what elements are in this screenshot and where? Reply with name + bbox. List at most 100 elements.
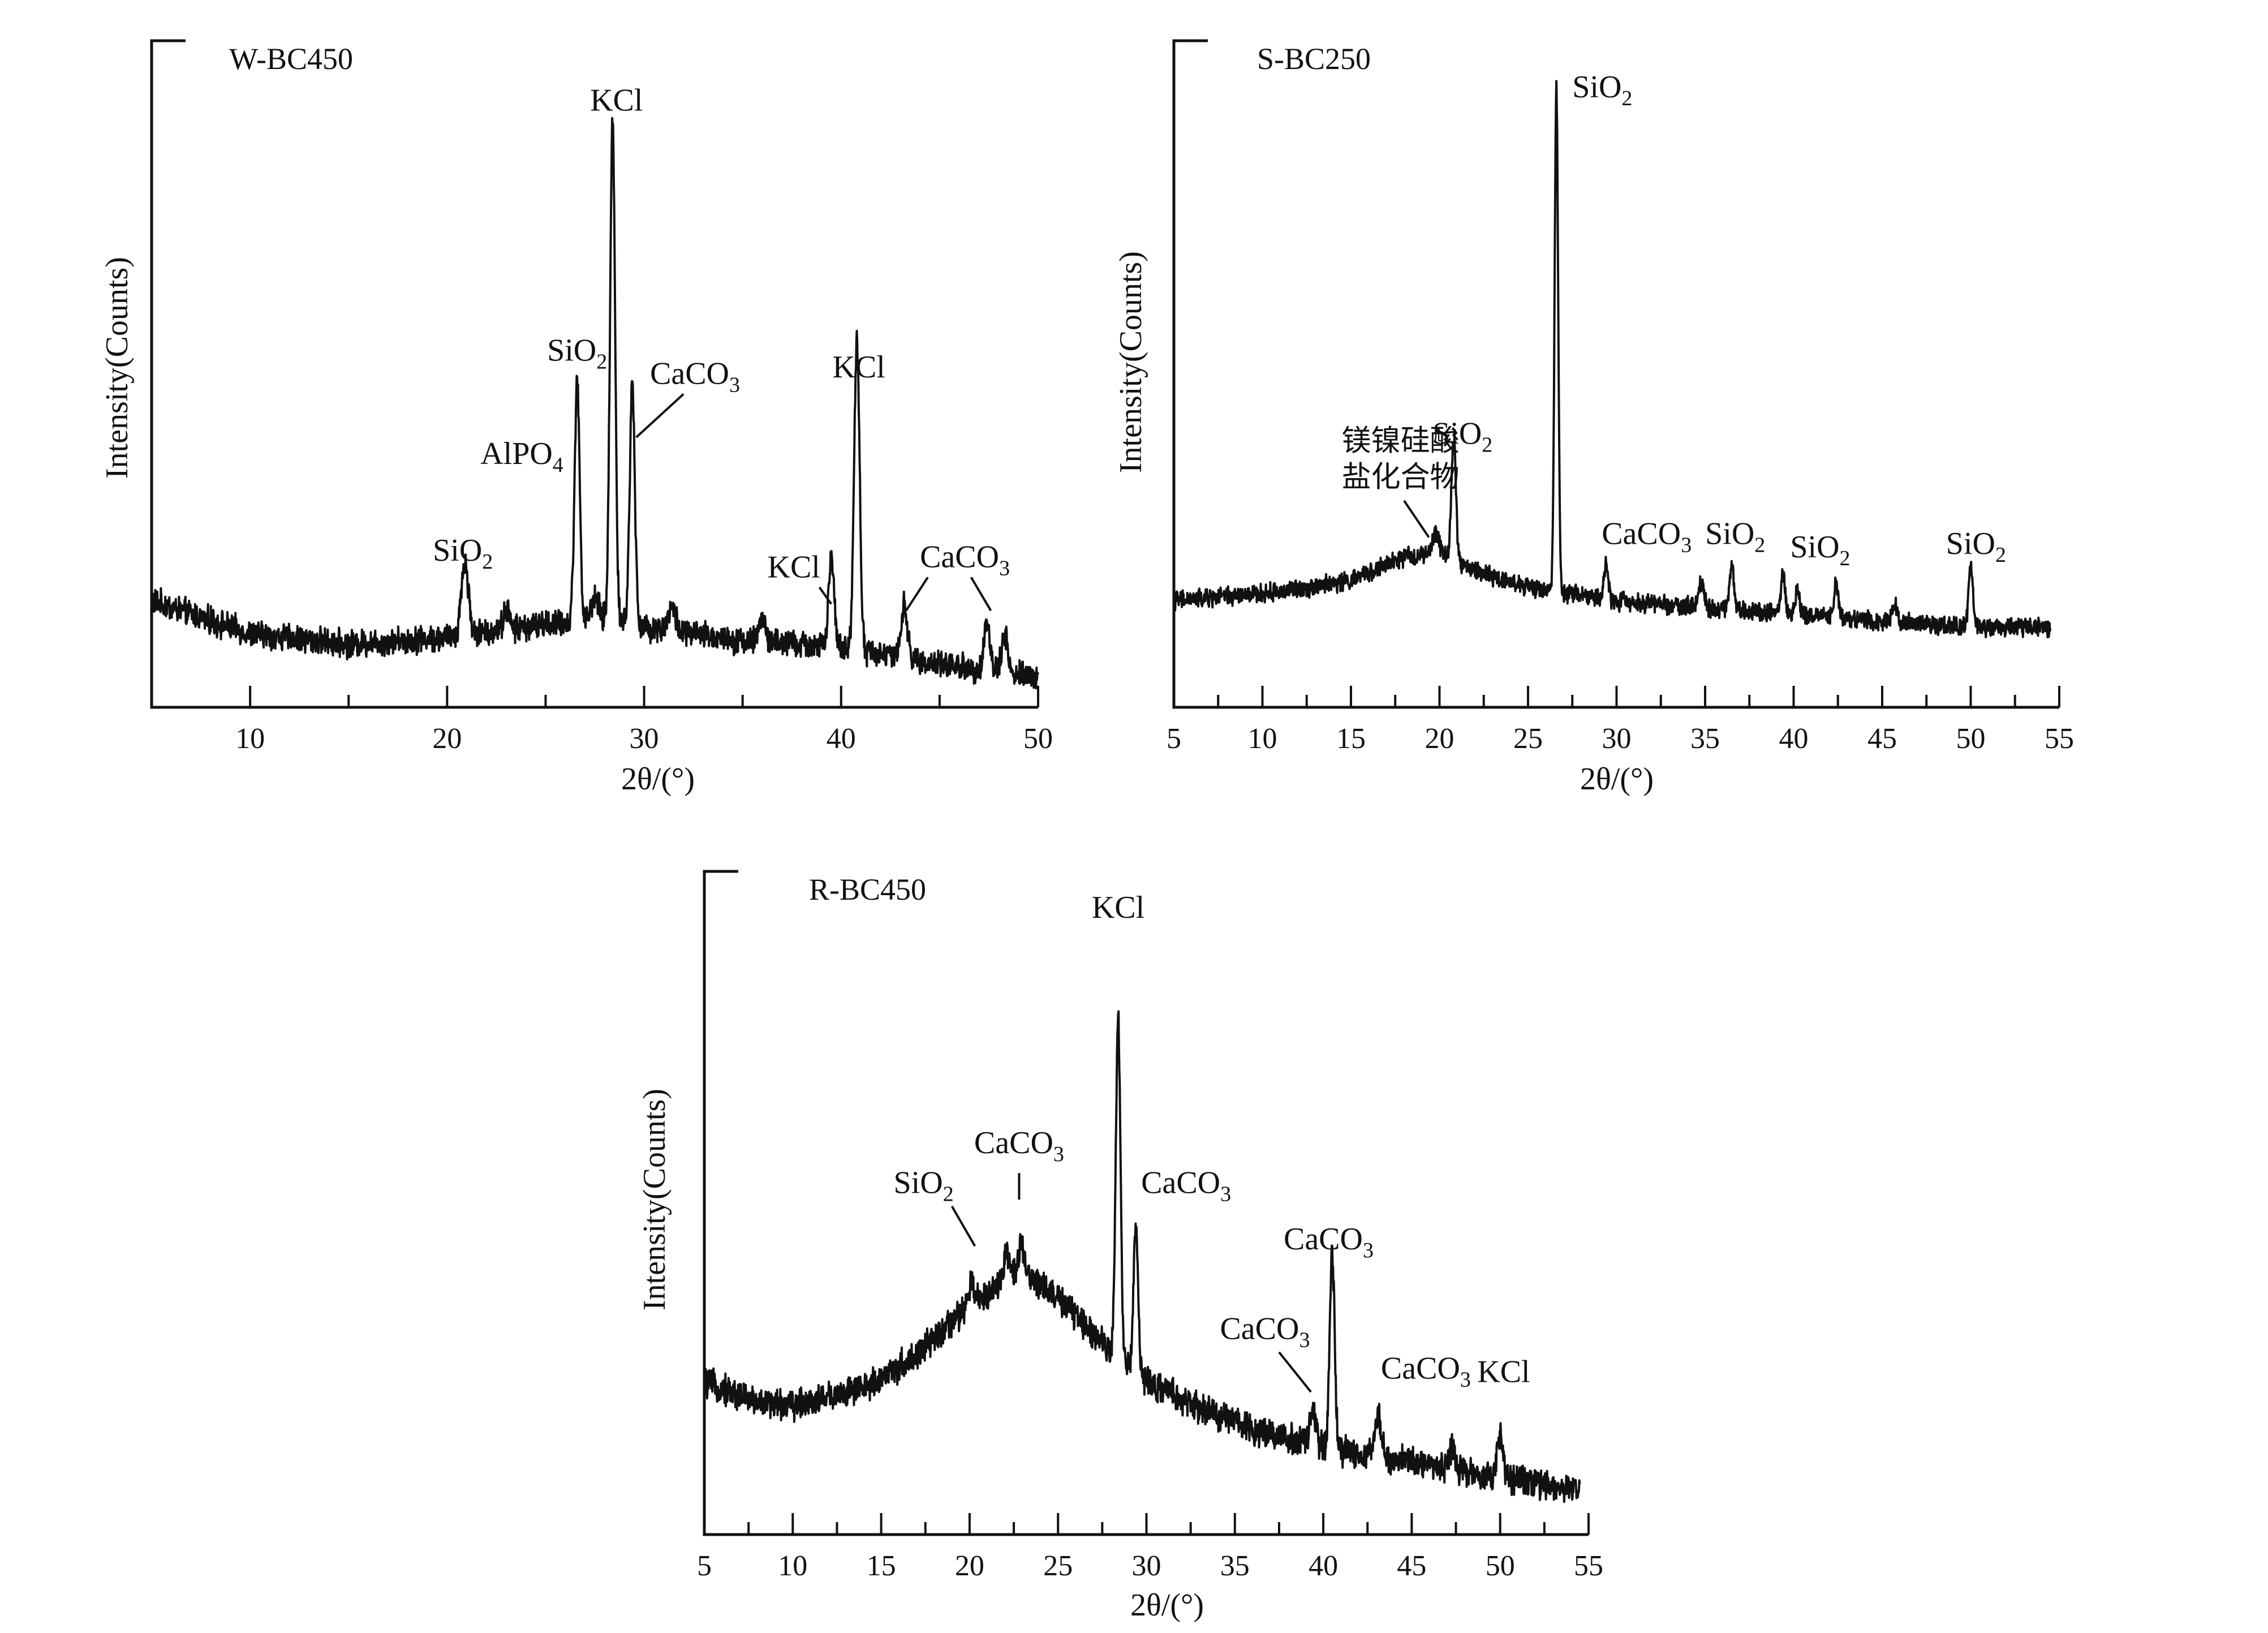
peak-label-formula: SiO <box>1790 530 1839 565</box>
leader-line <box>950 1205 976 1247</box>
peak-label-subscript: 2 <box>1840 547 1850 570</box>
peak-label: KCl <box>768 549 820 585</box>
x-tick-label: 10 <box>235 723 265 755</box>
peak-label: CaCO3 <box>1220 1311 1310 1352</box>
x-tick-label: 20 <box>955 1550 984 1582</box>
x-tick-label: 20 <box>1425 723 1454 755</box>
xrd-panel-r-bc450: R-BC450 Intensity(Counts) 2θ/(°) 5 10 15 20… <box>637 870 1603 1623</box>
panel-title: S-BC250 <box>1257 42 1371 76</box>
axis-frame <box>703 870 1589 1536</box>
peak-label-formula: KCl <box>1477 1354 1530 1389</box>
peak-label-formula: SiO <box>1705 516 1754 551</box>
leader-line <box>635 393 685 439</box>
x-tick-label: 55 <box>2045 723 2074 755</box>
peak-label-subscript: 3 <box>1460 1368 1471 1392</box>
peak-label: CaCO3 <box>1381 1351 1471 1392</box>
xrd-pattern-trace <box>703 1010 1581 1503</box>
x-tick-label: 25 <box>1513 723 1543 755</box>
compound-label-line: 盐化合物 <box>1342 460 1460 494</box>
peak-label-formula: SiO <box>1432 416 1482 452</box>
x-tick-label: 30 <box>1132 1550 1161 1582</box>
x-tick-label: 15 <box>1336 723 1366 755</box>
peak-label-subscript: 2 <box>1621 87 1632 110</box>
peak-label: SiO2 <box>547 333 607 373</box>
peak-label-subscript: 3 <box>999 557 1010 581</box>
peak-label-subscript: 3 <box>1363 1239 1374 1262</box>
peak-label: SiO2 <box>1705 516 1765 557</box>
peak-label-formula: SiO <box>1946 526 1995 561</box>
peak-label-formula: KCl <box>1092 890 1144 925</box>
peak-label: CaCO3 <box>650 356 740 397</box>
peak-label: CaCO3 <box>974 1125 1064 1166</box>
peak-label-subscript: 2 <box>1482 433 1492 457</box>
x-tick-label: 10 <box>778 1550 807 1582</box>
x-tick-label: 25 <box>1043 1550 1073 1582</box>
x-tick-label: 50 <box>1023 723 1053 755</box>
peak-label-formula: CaCO <box>1220 1311 1299 1346</box>
x-tick-label: 10 <box>1248 723 1277 755</box>
peak-label-subscript: 4 <box>553 453 563 477</box>
x-tick-label: 40 <box>1779 723 1809 755</box>
peak-label-formula: AlPO <box>480 436 553 471</box>
peak-label-subscript: 2 <box>1995 543 2006 567</box>
peak-label-formula: KCl <box>768 549 820 585</box>
peak-label: SiO2 <box>433 533 493 574</box>
peak-label: KCl <box>1092 890 1144 925</box>
peak-label-formula: KCl <box>590 83 643 118</box>
peak-label-formula: CaCO <box>650 356 729 392</box>
peak-label-formula: CaCO <box>1381 1351 1460 1386</box>
peak-label-subscript: 3 <box>1053 1142 1064 1166</box>
leader-line <box>818 586 832 605</box>
peak-label: SiO2 <box>1432 416 1492 457</box>
x-tick-label: 55 <box>1574 1550 1603 1582</box>
peak-label-formula: CaCO <box>1141 1165 1220 1200</box>
y-axis-title: Intensity(Counts) <box>100 257 135 479</box>
peak-label-subscript: 2 <box>1754 533 1765 557</box>
peak-label-formula: SiO <box>547 333 596 368</box>
x-tick-label: 50 <box>1956 723 1986 755</box>
leader-line <box>970 577 992 612</box>
peak-label-formula: KCl <box>832 350 885 385</box>
peak-label: CaCO3 <box>920 540 1010 581</box>
y-axis-title: Intensity(Counts) <box>637 1089 672 1310</box>
y-axis-title: Intensity(Counts) <box>1113 251 1148 473</box>
peak-label-subscript: 2 <box>482 550 493 574</box>
panel-title: R-BC450 <box>809 873 926 906</box>
x-axis-title: 2θ/(°) <box>1130 1588 1204 1623</box>
peak-label: SiO2 <box>1946 526 2006 567</box>
x-tick-label: 45 <box>1867 723 1897 755</box>
x-tick-label: 20 <box>432 723 462 755</box>
xrd-pattern-trace <box>150 117 1039 690</box>
peak-label-formula: SiO <box>433 533 482 568</box>
x-axis-title: 2θ/(°) <box>621 762 695 797</box>
compound-label-line: 镁镍硅酸 <box>1342 424 1460 458</box>
peak-label-subscript: 3 <box>729 373 740 397</box>
peak-label: KCl <box>1477 1354 1530 1389</box>
x-tick-label: 5 <box>697 1550 712 1582</box>
peak-label: CaCO3 <box>1284 1222 1374 1262</box>
x-tick-label: 50 <box>1486 1550 1515 1582</box>
plot-area: 5 10 15 20 25 30 35 40 45 50 55SiO2CaCO3CaCO3KClCa… <box>697 870 1603 1582</box>
x-tick-label: 35 <box>1690 723 1720 755</box>
peak-label: CaCO3 <box>1602 516 1692 557</box>
peak-label-formula: SiO <box>1572 70 1621 105</box>
peak-label-formula: CaCO <box>1602 516 1681 551</box>
leader-line <box>905 577 929 612</box>
x-tick-label: 15 <box>867 1550 896 1582</box>
xrd-panel-s-bc250: S-BC250 Intensity(Counts) 2θ/(°) 5 10 15 20… <box>1113 39 2074 797</box>
peak-label: SiO2 <box>1572 70 1632 110</box>
peak-label-subscript: 3 <box>1299 1328 1310 1352</box>
x-axis-title: 2θ/(°) <box>1580 762 1654 797</box>
peak-label-subscript: 3 <box>1681 533 1692 557</box>
peak-label: AlPO4 <box>480 436 563 477</box>
xrd-pattern-trace <box>1173 80 2052 639</box>
x-tick-label: 35 <box>1220 1550 1250 1582</box>
peak-label: SiO2 <box>894 1165 954 1206</box>
x-tick-label: 40 <box>827 723 856 755</box>
peak-label-subscript: 2 <box>943 1182 954 1206</box>
leader-line <box>1278 1351 1312 1393</box>
axis-frame <box>150 39 1038 709</box>
